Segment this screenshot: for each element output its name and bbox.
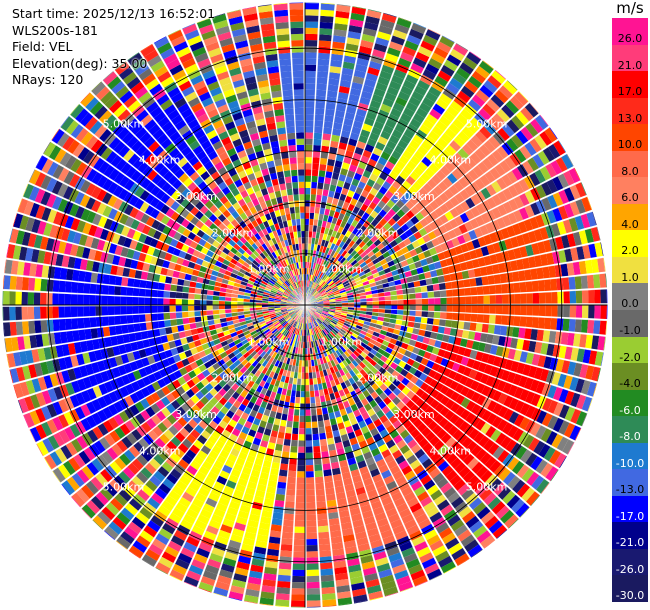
- range-ring-labels: 1.00km 1.00km 1.00km 1.00km 2.00km 2.00km 2.00…: [103, 117, 508, 493]
- colorbar-bin: 26.0: [612, 18, 648, 46]
- colorbar-bin: 0.0: [612, 283, 648, 311]
- elevation: Elevation(deg): 35.00: [12, 55, 148, 71]
- colorbar-tick-label: -8.0: [619, 430, 641, 444]
- colorbar-tick-label: -6.0: [619, 403, 641, 417]
- scan-info-panel: Start time: 2025/12/13 16:52:01 WLS200s-…: [12, 6, 215, 89]
- range-ring-label: 4.00km: [139, 444, 181, 457]
- colorbar-tick-label: -2.0: [619, 350, 641, 364]
- range-ring-label: 4.00km: [430, 444, 472, 457]
- colorbar-tick-label: 0.0: [621, 297, 639, 311]
- range-ring-label: 3.00km: [393, 408, 435, 421]
- range-ring: [99, 99, 511, 511]
- colorbar-tick-label: -4.0: [619, 377, 641, 391]
- range-ring: [253, 253, 357, 357]
- colorbar-tick-label: -1.0: [619, 324, 641, 338]
- start-time: Start time: 2025/12/13 16:52:01: [12, 6, 216, 21]
- colorbar-bin: 2.0: [612, 230, 648, 258]
- colorbar-tick-label: -21.0: [615, 536, 645, 550]
- radar-sweep: [2, 2, 608, 608]
- range-ring-label: 3.00km: [175, 408, 217, 421]
- colorbar-bin: 8.0: [612, 150, 648, 178]
- colorbar-bin: -8.0: [612, 416, 648, 444]
- colorbar-tick-label: 2.0: [621, 244, 639, 258]
- colorbar-tick-label: -13.0: [615, 483, 645, 497]
- colorbar-bin: 10.0: [612, 124, 648, 152]
- range-ring-label: 4.00km: [139, 154, 181, 167]
- colorbar-bin: -30.0: [612, 575, 648, 603]
- colorbar-tick-label: 4.0: [621, 217, 639, 231]
- colorbar-tick-label: -26.0: [615, 562, 645, 576]
- range-ring-label: 3.00km: [175, 190, 217, 203]
- range-ring-label: 1.00km: [248, 335, 290, 348]
- colorbar-tick-label: -17.0: [615, 509, 645, 523]
- range-ring-label: 2.00km: [212, 372, 254, 385]
- colorbar-bin: -6.0: [612, 389, 648, 417]
- colorbar-bin: -2.0: [612, 336, 648, 364]
- colorbar-tick-label: 1.0: [621, 270, 639, 284]
- range-ring-label: 2.00km: [357, 226, 399, 239]
- colorbar-bin: -17.0: [612, 495, 648, 523]
- range-ring: [150, 150, 460, 460]
- colorbar-bin: 21.0: [612, 44, 648, 72]
- colorbar-bin: 1.0: [612, 256, 648, 284]
- range-ring-label: 1.00km: [321, 263, 363, 276]
- colorbar-bin: -10.0: [612, 442, 648, 470]
- range-ring-label: 3.00km: [393, 190, 435, 203]
- range-ring: [201, 201, 409, 409]
- range-rings: [1, 1, 609, 609]
- range-ring-label: 2.00km: [357, 372, 399, 385]
- colorbar-tick-label: 26.0: [617, 32, 643, 46]
- colorbar-tick-label: 21.0: [617, 58, 643, 72]
- colorbar-unit: m/s: [616, 0, 644, 17]
- range-ring-label: 1.00km: [248, 263, 290, 276]
- field-name: Field: VEL: [12, 39, 73, 54]
- range-ring-label: 4.00km: [430, 154, 472, 167]
- range-ring: [47, 47, 563, 563]
- colorbar-bin: 6.0: [612, 177, 648, 205]
- colorbar-tick-label: -10.0: [615, 456, 645, 470]
- range-ring-label: 2.00km: [212, 226, 254, 239]
- colorbar-bin: -13.0: [612, 469, 648, 497]
- ray-count: NRays: 120: [12, 72, 84, 87]
- instrument-name: WLS200s-181: [12, 22, 98, 38]
- velocity-colorbar: 26.0 21.0 17.0 13.0 10.0 8.0 6.0 4.0 2.0 1.0 0.0 -1…: [612, 18, 648, 603]
- colorbar-bin: 4.0: [612, 203, 648, 231]
- range-ring-label: 5.00km: [466, 117, 508, 130]
- colorbar-tick-label: 17.0: [617, 85, 643, 99]
- range-ring-label: 5.00km: [466, 481, 508, 494]
- range-ring-label: 5.00km: [103, 117, 145, 130]
- colorbar-tick-label: 13.0: [617, 111, 643, 125]
- colorbar-bin: -4.0: [612, 363, 648, 391]
- range-ring-label: 5.00km: [103, 481, 145, 494]
- colorbar-tick-label: 10.0: [617, 138, 643, 152]
- colorbar-bin: 13.0: [612, 97, 648, 125]
- colorbar-bin: -21.0: [612, 522, 648, 550]
- colorbar-tick-label: 6.0: [621, 191, 639, 205]
- colorbar-tick-label: 8.0: [621, 164, 639, 178]
- range-ring-label: 1.00km: [321, 335, 363, 348]
- colorbar-bin: 17.0: [612, 71, 648, 99]
- ppi-plot: 1.00km 1.00km 1.00km 1.00km 2.00km 2.00km 2.00…: [1, 1, 609, 609]
- colorbar-bin: -26.0: [612, 548, 648, 576]
- colorbar-tick-label: -30.0: [615, 589, 645, 603]
- colorbar-bin: -1.0: [612, 310, 648, 338]
